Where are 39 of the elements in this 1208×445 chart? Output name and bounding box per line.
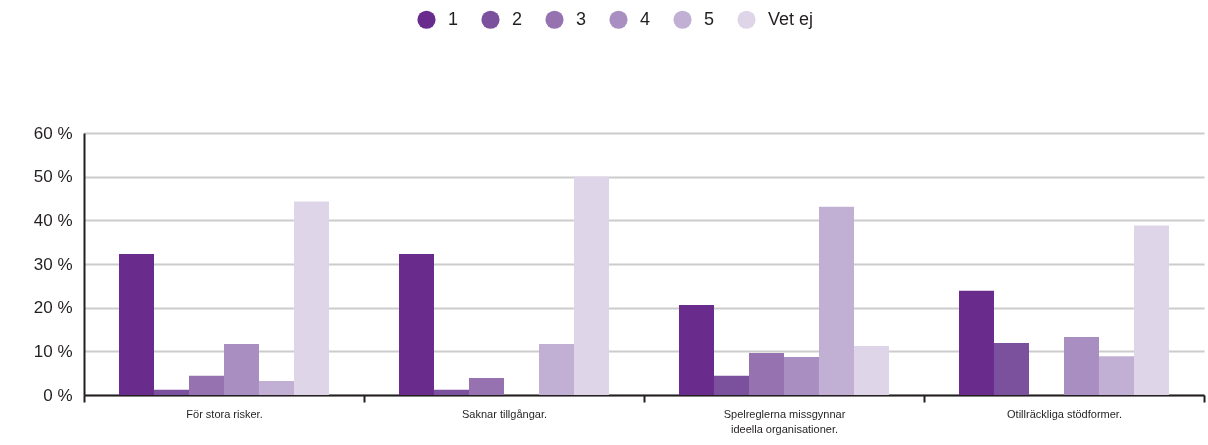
bar bbox=[819, 206, 854, 395]
y-tick-label: 0 % bbox=[43, 385, 73, 405]
legend-label: 3 bbox=[576, 8, 587, 29]
bar bbox=[1134, 225, 1169, 395]
bar bbox=[574, 176, 609, 395]
y-tick-label: 10 % bbox=[33, 341, 73, 361]
bar bbox=[434, 389, 469, 395]
legend-label: 2 bbox=[512, 8, 523, 29]
bar bbox=[154, 389, 189, 395]
bar bbox=[189, 375, 224, 395]
bar bbox=[714, 375, 749, 395]
legend-label: 4 bbox=[640, 8, 651, 29]
bar bbox=[679, 305, 714, 395]
bar bbox=[959, 290, 994, 395]
y-tick-label: 50 % bbox=[33, 167, 73, 187]
bar bbox=[749, 353, 784, 395]
x-tick-label: Otillräckliga stödformer. bbox=[1007, 407, 1122, 420]
bar bbox=[259, 381, 294, 395]
x-tick-label: Spelreglerna missgynnar ideella organisationer. bbox=[723, 407, 846, 435]
bar bbox=[854, 346, 889, 395]
bar bbox=[469, 377, 504, 395]
y-tick-label: 20 % bbox=[33, 298, 73, 318]
bar bbox=[119, 253, 154, 395]
y-tick-label: 40 % bbox=[33, 210, 73, 230]
bar bbox=[784, 357, 819, 395]
y-tick-label: 30 % bbox=[33, 254, 73, 274]
x-tick-label: Saknar tillgångar. bbox=[462, 407, 547, 420]
legend-label: 5 bbox=[704, 8, 715, 29]
bar bbox=[1099, 356, 1134, 395]
bar bbox=[294, 201, 329, 395]
legend-label: Vet ej bbox=[768, 8, 814, 29]
bar bbox=[994, 343, 1029, 395]
bar bbox=[224, 343, 259, 395]
x-tick-label: För stora risker. bbox=[186, 407, 263, 420]
bar bbox=[539, 343, 574, 395]
bar bbox=[399, 253, 434, 395]
bar bbox=[1064, 336, 1099, 395]
y-tick-label: 60 % bbox=[33, 123, 73, 143]
legend-label: 1 bbox=[448, 8, 459, 29]
